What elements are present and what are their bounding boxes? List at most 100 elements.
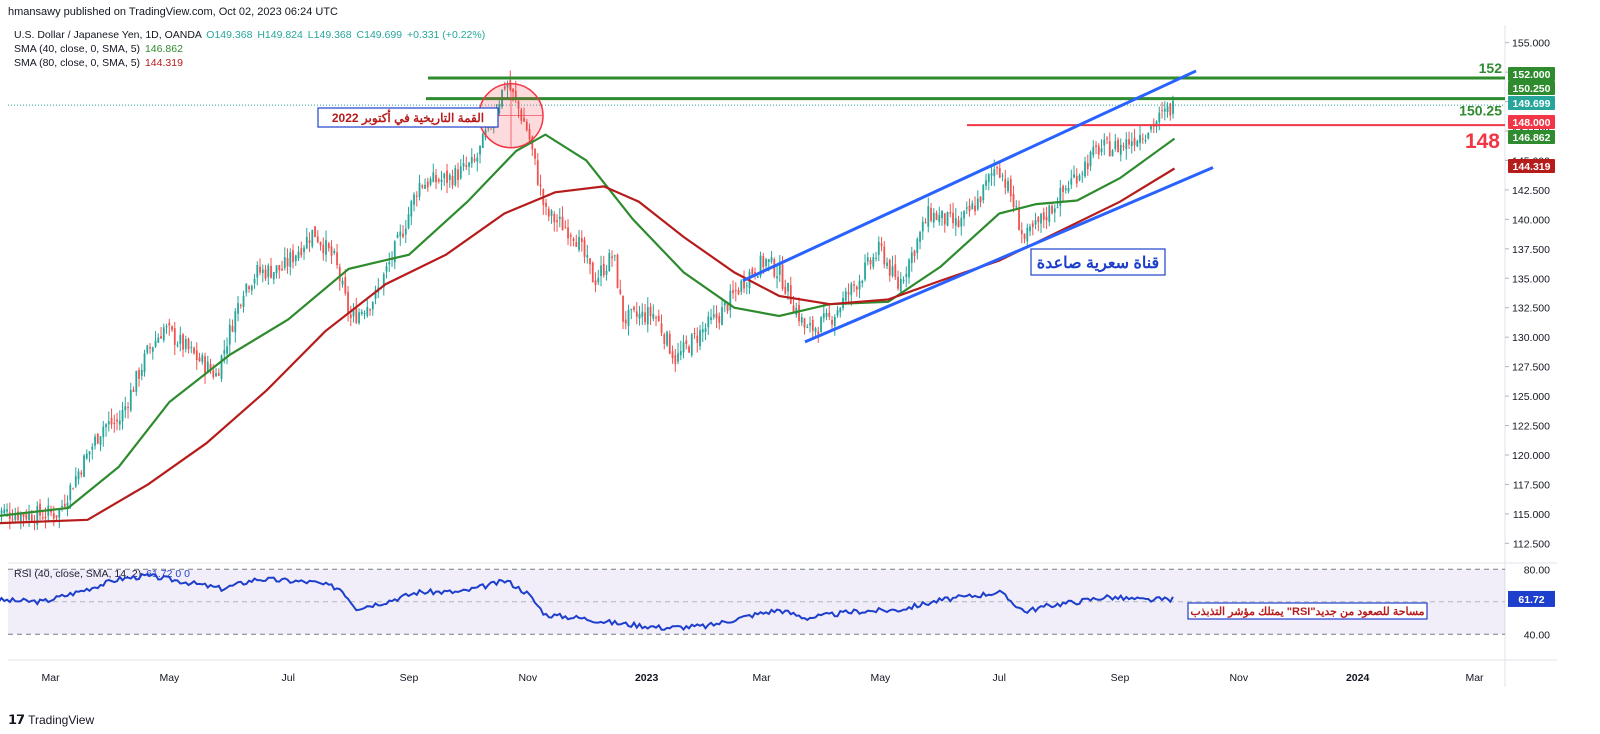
candle-body	[162, 327, 165, 341]
candle-body	[283, 257, 286, 269]
candle-body	[930, 208, 932, 221]
candle-body	[341, 280, 344, 285]
candle-body	[594, 280, 597, 285]
candle-body	[234, 311, 237, 333]
candle-body	[165, 326, 168, 328]
price-badge	[1508, 96, 1555, 110]
candle-body	[853, 284, 855, 286]
candle-body	[556, 220, 558, 222]
candle-body	[385, 266, 388, 272]
time-axis-label: May	[159, 672, 180, 684]
candle-body	[184, 339, 187, 349]
candle-body	[949, 212, 952, 214]
rsi-tick-label: 80.00	[1524, 564, 1550, 576]
candle-body	[561, 216, 564, 231]
candle-body	[231, 326, 234, 332]
candle-body	[1122, 145, 1125, 147]
candle-body	[660, 323, 663, 334]
channel-lower-line	[804, 166, 1214, 344]
candle-body	[1048, 205, 1051, 223]
candle-body	[1133, 138, 1136, 146]
candle-body	[223, 350, 226, 355]
candle-body	[679, 351, 682, 356]
candle-body	[877, 241, 880, 255]
candle-body	[1020, 230, 1023, 235]
sma80-legend[interactable]: SMA (80, close, 0, SMA, 5) 144.319	[14, 57, 183, 69]
candle-body	[751, 268, 754, 275]
candle-body	[303, 247, 305, 253]
candle-body	[718, 316, 721, 323]
candle-body	[759, 255, 762, 276]
candle-body	[105, 424, 107, 428]
candle-body	[883, 246, 886, 265]
candle-body	[118, 420, 121, 425]
candle-body	[259, 266, 261, 273]
price-badge	[1508, 130, 1555, 144]
candle-body	[682, 342, 685, 353]
candle-body	[426, 181, 429, 188]
candle-body	[888, 259, 891, 276]
candle-body	[1139, 135, 1141, 144]
candle-body	[1095, 145, 1097, 147]
candle-body	[1100, 148, 1103, 153]
price-badge	[1508, 67, 1555, 81]
price-badge-label: 149.699	[1513, 98, 1551, 110]
candle-body	[418, 182, 421, 197]
candle-body	[828, 312, 831, 317]
sma40-legend[interactable]: SMA (40, close, 0, SMA, 5) 146.862	[14, 43, 183, 55]
candle-body	[193, 347, 195, 354]
candle-body	[63, 503, 66, 507]
candle-body	[547, 208, 550, 217]
candle-body	[677, 353, 679, 362]
candle-body	[399, 231, 402, 237]
candle-body	[267, 265, 270, 278]
level-label-152: 152	[1479, 60, 1503, 76]
footer-brand[interactable]: TradingView	[28, 713, 95, 727]
candle-body	[567, 227, 569, 239]
price-tick-label: 137.500	[1512, 244, 1550, 256]
candle-body	[525, 121, 528, 131]
sma80-line	[0, 167, 1176, 525]
candle-body	[168, 322, 171, 326]
candle-body	[237, 303, 239, 314]
candle-body	[330, 246, 333, 256]
low-value: L149.368	[307, 29, 352, 41]
candle-body	[688, 346, 690, 353]
candle-body	[583, 239, 586, 257]
candle-body	[773, 259, 776, 277]
time-axis-label: Jul	[993, 672, 1006, 684]
candle-body	[866, 257, 869, 262]
candle-body	[1092, 146, 1095, 156]
candle-body	[275, 265, 278, 274]
candle-body	[778, 264, 781, 275]
candle-body	[765, 259, 767, 267]
candle-body	[327, 243, 330, 249]
tradingview-logo-icon: 𝟭𝟳	[8, 712, 25, 727]
candle-body	[523, 117, 525, 122]
candle-body	[83, 455, 85, 478]
candle-body	[195, 350, 198, 361]
candle-body	[248, 286, 250, 290]
candle-body	[1004, 178, 1007, 188]
footer: 𝟭𝟳 TradingView	[8, 712, 94, 728]
price-tick-label: 135.000	[1512, 273, 1550, 285]
candle-body	[916, 239, 919, 253]
rsi-value-badge	[1508, 590, 1555, 607]
candle-body	[80, 472, 83, 475]
candle-body	[734, 290, 737, 292]
candle-body	[85, 453, 88, 459]
candle-body	[41, 517, 44, 519]
candle-body	[770, 257, 773, 262]
candle-body	[311, 229, 314, 247]
candle-body	[220, 355, 223, 379]
symbol-title[interactable]: U.S. Dollar / Japanese Yen, 1D, OANDA	[14, 29, 202, 41]
rsi-value-badge-label: 61.72	[1518, 594, 1544, 606]
candle-body	[825, 312, 828, 317]
candle-body	[756, 276, 759, 278]
candle-body	[209, 363, 212, 371]
candle-body	[1097, 145, 1100, 155]
candle-body	[932, 212, 935, 223]
candle-body	[633, 307, 635, 310]
candle-body	[627, 309, 630, 327]
